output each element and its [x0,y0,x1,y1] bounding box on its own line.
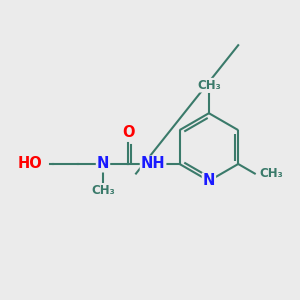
Text: HO: HO [18,157,43,172]
Text: CH₃: CH₃ [91,184,115,197]
Text: O: O [122,125,134,140]
Text: CH₃: CH₃ [197,79,221,92]
Text: N: N [203,173,215,188]
Text: N: N [97,157,109,172]
Text: NH: NH [141,157,165,172]
Text: CH₃: CH₃ [259,167,283,180]
